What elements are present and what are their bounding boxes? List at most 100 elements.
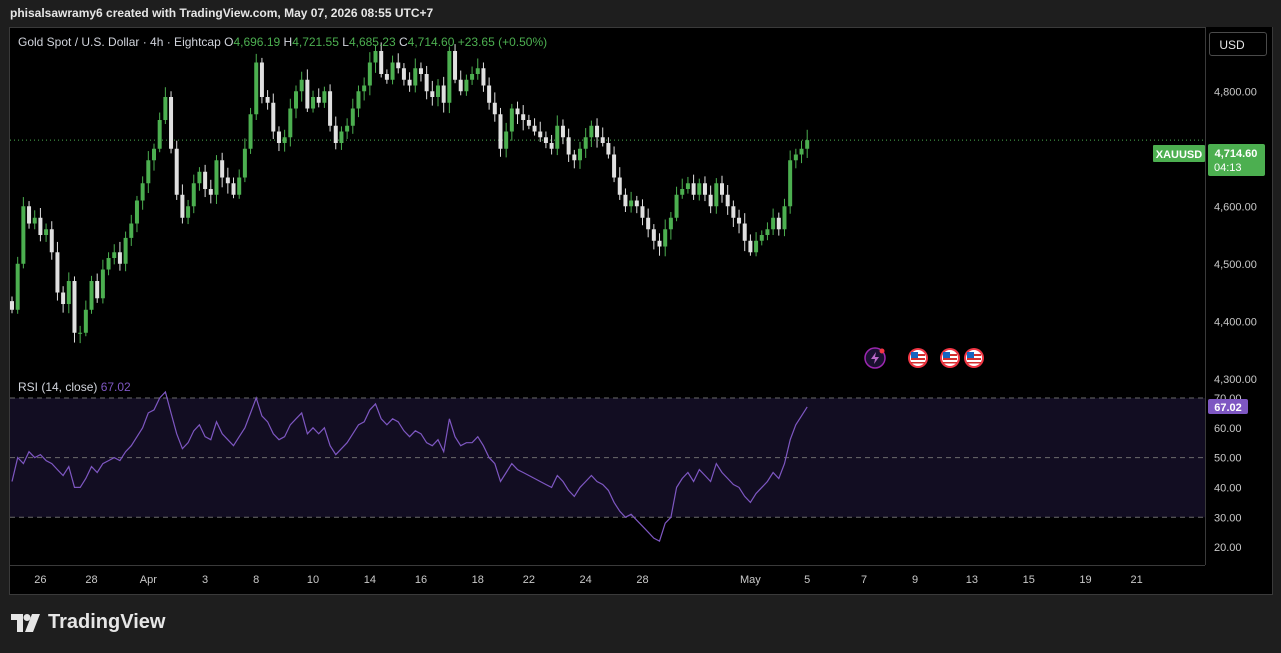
candle-body	[697, 183, 702, 195]
candle-body	[725, 194, 730, 207]
candle-body	[282, 137, 287, 144]
time-axis[interactable]	[9, 565, 1205, 594]
candle-body	[720, 183, 724, 195]
candle-body	[299, 79, 304, 92]
time-tick-label: 26	[34, 574, 46, 586]
open-value: 4,696.19	[233, 35, 281, 49]
candle-body	[640, 206, 645, 218]
candle-body	[362, 85, 367, 92]
candle-body	[555, 125, 560, 149]
candle-body	[231, 183, 236, 195]
candle-body	[49, 229, 54, 253]
brand-logo[interactable]: TradingView	[11, 611, 165, 634]
candle-body	[15, 263, 20, 310]
candle-body	[373, 51, 378, 63]
last-price-badge: 4,714.60 04:13	[1208, 144, 1265, 176]
candle-body	[208, 189, 213, 195]
currency-button-label: USD	[1219, 38, 1245, 52]
rsi-value-badge: 67.02	[1208, 399, 1248, 414]
candle-body	[515, 108, 520, 115]
candle-body	[345, 125, 350, 132]
candle-body	[95, 281, 100, 299]
candle-body	[396, 62, 401, 69]
candle-body	[237, 177, 242, 195]
candle-body	[322, 91, 327, 103]
candle-body	[180, 194, 185, 218]
candle-body	[157, 120, 162, 149]
candle-body	[32, 217, 37, 224]
candle-body	[163, 97, 168, 121]
time-tick-label: 9	[912, 574, 918, 586]
price-axis[interactable]	[1205, 27, 1272, 565]
candle-body	[38, 217, 43, 236]
currency-button[interactable]: USD	[1209, 32, 1267, 56]
candle-body	[600, 137, 605, 144]
candle-body	[737, 217, 742, 224]
candle-body	[612, 154, 617, 178]
candle-body	[595, 125, 600, 138]
time-tick-label: 18	[472, 574, 484, 586]
candle-body	[765, 229, 770, 236]
candle-body	[197, 171, 202, 184]
time-tick-label: 28	[85, 574, 97, 586]
candle-body	[441, 85, 446, 103]
candle-body	[430, 91, 435, 98]
candle-body	[259, 62, 264, 98]
candle-body	[367, 62, 372, 86]
candle-body	[89, 281, 94, 310]
candle-body	[265, 97, 270, 103]
time-tick-label: 22	[523, 574, 535, 586]
price-tick-label: 4,800.00	[1214, 86, 1257, 98]
last-price-text: 4,714.60	[1215, 148, 1258, 160]
candle-body	[691, 183, 696, 195]
candle-body	[754, 240, 759, 253]
candle-body	[225, 177, 230, 184]
candle-body	[21, 206, 26, 264]
candle-body	[242, 148, 247, 178]
candle-body	[424, 74, 429, 92]
candle-body	[316, 97, 321, 103]
candle-body	[634, 200, 639, 207]
rsi-label: RSI (14, close)	[18, 380, 98, 394]
close-label: C	[399, 35, 408, 49]
candle-body	[589, 125, 594, 138]
candle-body	[793, 154, 798, 161]
time-tick-label: 14	[364, 574, 376, 586]
candle-body	[123, 237, 128, 264]
lightning-icon[interactable]	[864, 347, 886, 369]
candle-body	[72, 281, 77, 333]
symbol-title: Gold Spot / U.S. Dollar · 4h · Eightcap	[18, 35, 221, 49]
candle-body	[458, 79, 463, 92]
time-tick-label: 8	[253, 574, 259, 586]
candle-body	[203, 171, 208, 190]
candle-body	[617, 177, 622, 195]
candle-body	[174, 148, 179, 195]
candle-body	[447, 51, 452, 103]
time-tick-label: 13	[966, 574, 978, 586]
low-value: 4,685.23	[348, 35, 396, 49]
candle-body	[742, 223, 747, 241]
low-label: L	[342, 35, 349, 49]
rsi-legend[interactable]: RSI (14, close) 67.02	[18, 380, 131, 394]
us-flag-icon[interactable]	[940, 348, 960, 368]
candle-body	[714, 183, 719, 207]
us-flag-icon[interactable]	[964, 348, 984, 368]
candle-body	[702, 183, 707, 195]
candle-body	[311, 97, 316, 109]
ohlc-legend[interactable]: Gold Spot / U.S. Dollar · 4h · Eightcap …	[18, 35, 547, 49]
candle-body	[288, 108, 293, 138]
us-flag-icon[interactable]	[908, 348, 928, 368]
candle-body	[668, 217, 673, 230]
candle-body	[453, 51, 458, 80]
close-value: 4,714.60	[407, 35, 455, 49]
candle-body	[532, 125, 537, 132]
candle-body	[44, 229, 49, 236]
candle-body	[470, 74, 475, 80]
candle-body	[788, 160, 793, 207]
candle-body	[526, 120, 531, 126]
candle-body	[55, 252, 60, 293]
rsi-tick-label: 60.00	[1214, 423, 1242, 435]
candle-body	[623, 194, 628, 207]
candle-body	[538, 131, 543, 138]
